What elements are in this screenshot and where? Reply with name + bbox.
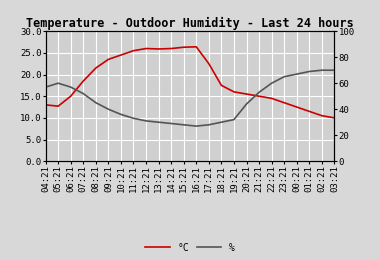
Title: Temperature - Outdoor Humidity - Last 24 hours: Temperature - Outdoor Humidity - Last 24… (26, 17, 354, 30)
Legend: °C, %: °C, % (145, 243, 235, 252)
